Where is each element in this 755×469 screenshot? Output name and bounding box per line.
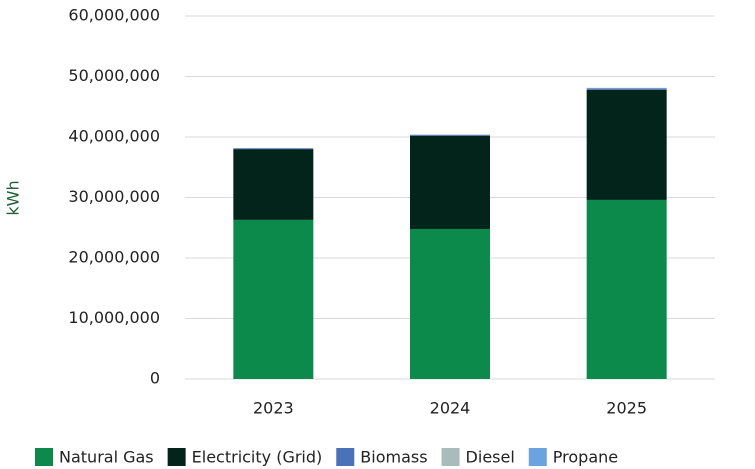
y-tick-label: 0 xyxy=(150,369,160,388)
x-tick-label: 2025 xyxy=(606,399,647,418)
legend-label: Diesel xyxy=(466,448,515,467)
legend-swatch xyxy=(167,448,186,466)
y-tick-label: 10,000,000 xyxy=(68,308,160,327)
y-tick-label: 60,000,000 xyxy=(68,6,160,25)
legend-label: Natural Gas xyxy=(59,448,154,467)
legend-label: Electricity (Grid) xyxy=(192,448,323,467)
y-axis-label: kWh xyxy=(4,180,23,215)
bar-segment xyxy=(233,148,314,150)
legend-swatch xyxy=(336,448,355,466)
bar-segment xyxy=(410,134,490,136)
y-tick-label: 50,000,000 xyxy=(68,66,160,85)
x-tick-label: 2024 xyxy=(430,399,471,418)
bar-segment xyxy=(586,88,667,90)
y-tick-label: 20,000,000 xyxy=(68,248,160,267)
legend-swatch xyxy=(528,448,547,466)
bar-segment xyxy=(410,228,490,379)
bar-segment xyxy=(410,135,490,229)
legend-label: Propane xyxy=(553,448,618,467)
bar-segment xyxy=(586,89,667,200)
bar-segment xyxy=(233,149,314,220)
bar-segment xyxy=(233,219,314,379)
legend-swatch xyxy=(35,448,53,466)
bar-segment xyxy=(586,199,667,379)
y-tick-label: 40,000,000 xyxy=(68,127,160,146)
y-tick-label: 30,000,000 xyxy=(68,187,160,206)
legend-label: Biomass xyxy=(360,448,427,467)
legend-swatch xyxy=(441,448,460,466)
x-tick-label: 2023 xyxy=(253,399,294,418)
